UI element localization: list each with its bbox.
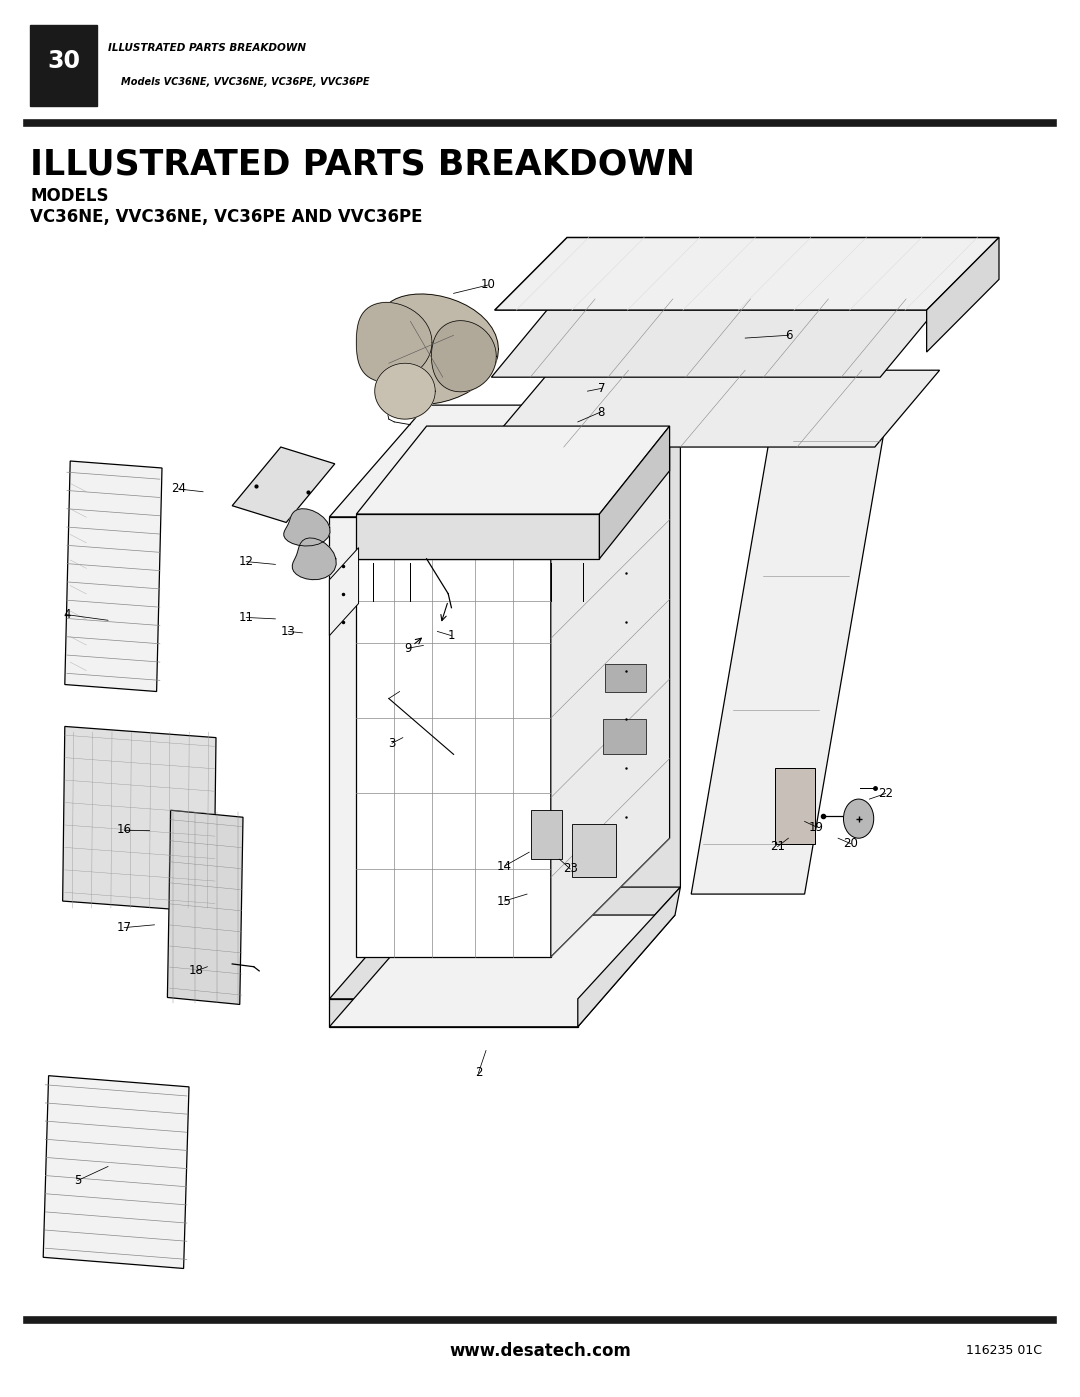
Circle shape (843, 799, 874, 838)
Text: 22: 22 (878, 787, 893, 800)
Text: 13: 13 (281, 624, 296, 638)
Polygon shape (379, 293, 499, 405)
Text: Models VC36NE, VVC36NE, VC36PE, VVC36PE: Models VC36NE, VVC36NE, VC36PE, VVC36PE (121, 77, 369, 87)
Polygon shape (495, 237, 999, 310)
Polygon shape (927, 237, 999, 352)
Polygon shape (578, 887, 680, 1027)
Text: 24: 24 (171, 482, 186, 496)
Text: ILLUSTRATED PARTS BREAKDOWN: ILLUSTRATED PARTS BREAKDOWN (108, 43, 306, 53)
Text: 16: 16 (117, 823, 132, 837)
Polygon shape (486, 370, 940, 447)
Text: 18: 18 (189, 964, 204, 978)
Text: 6: 6 (785, 328, 792, 342)
Polygon shape (691, 391, 891, 894)
Bar (572, 824, 616, 877)
Polygon shape (65, 461, 162, 692)
Polygon shape (599, 426, 670, 559)
Polygon shape (63, 726, 216, 912)
Polygon shape (329, 999, 578, 1027)
Polygon shape (329, 887, 680, 999)
Polygon shape (329, 915, 675, 1027)
Polygon shape (356, 302, 432, 383)
Text: 10: 10 (481, 278, 496, 292)
Text: 21: 21 (770, 840, 785, 854)
Bar (356, 559, 551, 957)
Text: MODELS: MODELS (30, 187, 109, 204)
Text: 5: 5 (75, 1173, 81, 1187)
Text: www.desatech.com: www.desatech.com (449, 1343, 631, 1359)
Text: 15: 15 (497, 894, 512, 908)
Text: 23: 23 (563, 862, 578, 876)
Text: 4: 4 (64, 608, 70, 622)
Text: VC36NE, VVC36NE, VC36PE AND VVC36PE: VC36NE, VVC36NE, VC36PE AND VVC36PE (30, 208, 422, 225)
Text: 2: 2 (475, 1066, 482, 1080)
Polygon shape (293, 538, 336, 580)
Text: 3: 3 (389, 736, 395, 750)
Text: 12: 12 (239, 555, 254, 569)
Polygon shape (356, 426, 670, 514)
Text: 8: 8 (597, 405, 604, 419)
Bar (531, 810, 562, 859)
Text: 11: 11 (239, 610, 254, 624)
Polygon shape (232, 447, 335, 522)
Polygon shape (284, 509, 330, 546)
Bar (30, 25, 97, 106)
Text: 7: 7 (598, 381, 605, 395)
Polygon shape (167, 810, 243, 1004)
Bar (605, 664, 646, 692)
Text: 1: 1 (448, 629, 455, 643)
Polygon shape (578, 405, 680, 999)
Text: 20: 20 (843, 837, 859, 851)
Polygon shape (356, 514, 599, 559)
Text: 14: 14 (497, 859, 512, 873)
Bar (603, 719, 646, 754)
Text: 9: 9 (405, 641, 411, 655)
Polygon shape (491, 299, 945, 377)
Polygon shape (329, 405, 680, 517)
Polygon shape (775, 768, 815, 844)
Polygon shape (375, 363, 435, 419)
Polygon shape (432, 321, 497, 391)
Text: ILLUSTRATED PARTS BREAKDOWN: ILLUSTRATED PARTS BREAKDOWN (30, 148, 696, 182)
Polygon shape (551, 440, 670, 957)
Polygon shape (329, 548, 359, 636)
Text: 30: 30 (48, 49, 80, 74)
Text: 17: 17 (117, 921, 132, 935)
Text: 19: 19 (809, 820, 824, 834)
Text: 116235 01C: 116235 01C (967, 1344, 1042, 1358)
Polygon shape (43, 1076, 189, 1268)
Bar (778, 771, 812, 838)
Polygon shape (329, 517, 578, 999)
